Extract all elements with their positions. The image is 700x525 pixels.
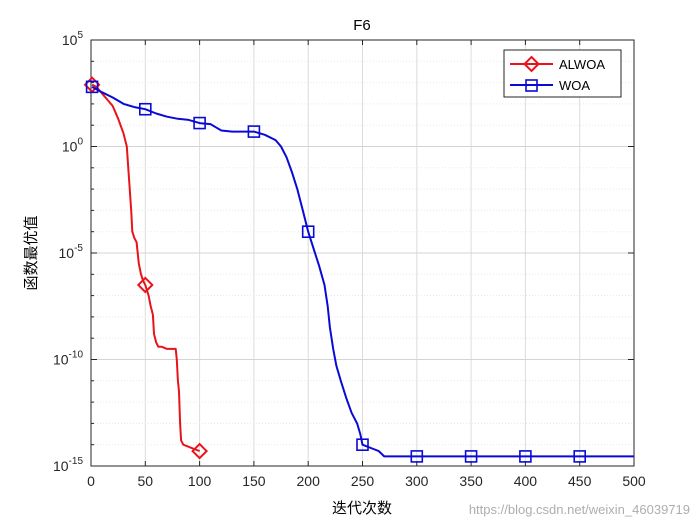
legend-label-alwoa: ALWOA [559,57,605,72]
x-tick-label: 400 [514,473,538,489]
series-line-alwoa [91,83,200,453]
chart-title: F6 [353,17,371,34]
data-point-woa [193,116,206,130]
data-point-woa [410,450,424,463]
x-tick-label: 250 [351,473,375,489]
data-point-woa [139,102,152,116]
legend-marker-alwoa [523,55,540,73]
y-tick-label: 105 [62,30,84,48]
tick-layer: 0 50 100 150 200 250 300 350 400 450 500 10-15 10-10… [53,30,646,489]
data-point-woa [573,450,587,463]
data-point-woa [464,450,478,463]
data-point-woa [301,225,315,238]
y-axis-label: 函数最优值 [22,215,40,290]
data-point-woa [519,450,532,463]
data-point-woa [356,438,369,452]
y-tick-label: 10-15 [53,456,83,474]
data-point-woa [247,125,261,138]
series-layer [83,76,634,463]
x-tick-label: 100 [188,473,212,489]
x-tick-label: 150 [242,473,266,489]
data-point-alwoa [136,276,154,294]
x-tick-label: 300 [405,473,429,489]
grid-layer [90,39,635,467]
x-tick-label: 450 [568,473,592,489]
x-axis-label: 迭代次数 [332,499,392,517]
legend-label-woa: WOA [559,78,590,93]
x-tick-label: 200 [297,473,321,489]
series-line-woa [91,86,634,458]
y-tick-label: 10-10 [53,350,83,368]
legend-marker-woa [525,79,538,92]
y-tick-label: 10-5 [59,243,84,261]
y-tick-label: 100 [62,137,84,155]
x-tick-label: 350 [459,473,483,489]
x-tick-label: 500 [622,473,646,489]
x-tick-label: 50 [138,473,154,489]
legend-box [503,49,622,98]
x-tick-label: 0 [87,473,95,489]
data-point-woa [85,80,99,94]
watermark-text: https://blog.csdn.net/weixin_46039719 [468,502,690,517]
legend: ALWOA WOA [503,49,622,98]
data-point-alwoa [191,442,209,460]
